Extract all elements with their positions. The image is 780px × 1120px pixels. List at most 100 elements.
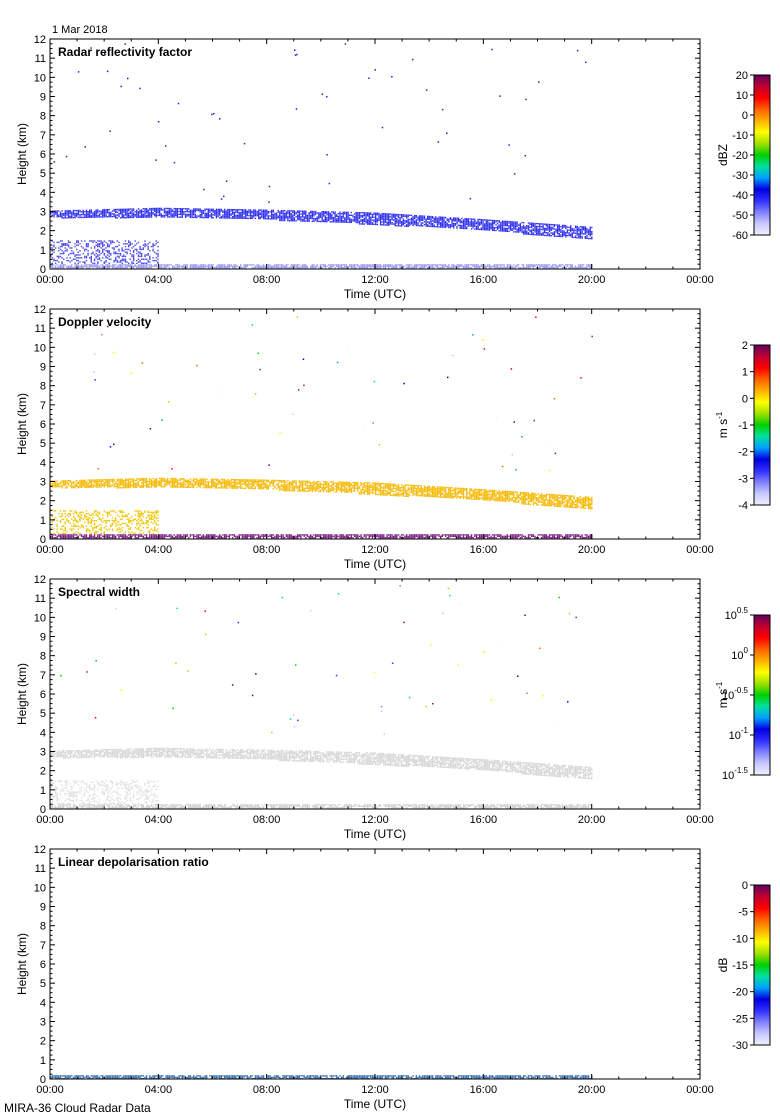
y-tick-label: 12 [34, 34, 46, 46]
colorbar-tick-label: 20 [736, 70, 748, 82]
y-tick-label: 12 [34, 844, 46, 856]
heatmap-data [50, 585, 593, 809]
y-tick-label: 2 [40, 496, 46, 508]
colorbar-tick-label: 0 [742, 110, 748, 122]
x-tick-label: 04:00 [145, 1084, 173, 1096]
y-tick-label: 0 [40, 534, 46, 546]
colorbar-tick-label: -15 [732, 960, 748, 972]
y-tick-label: 3 [40, 747, 46, 759]
x-tick-label: 04:00 [145, 274, 173, 286]
y-tick-label: 9 [40, 362, 46, 374]
x-tick-label: 20:00 [578, 814, 606, 826]
x-axis-label: Time (UTC) [344, 1097, 406, 1111]
colorbar-gradient [753, 884, 771, 1046]
y-tick-label: 5 [40, 708, 46, 720]
colorbar-tick-label: 0 [742, 880, 748, 892]
colorbar-gradient [753, 74, 771, 236]
x-tick-label: 20:00 [578, 544, 606, 556]
colorbar-tick-label: -10 [732, 933, 748, 945]
x-axis-label: Time (UTC) [344, 287, 406, 301]
plot-frame [49, 578, 701, 810]
y-tick-label: 11 [35, 53, 46, 65]
y-tick-label: 5 [40, 438, 46, 450]
colorbar-tick-label: 0 [742, 393, 748, 405]
y-tick-label: 6 [40, 149, 46, 161]
y-tick-label: 5 [40, 168, 46, 180]
colorbar-gradient [753, 344, 771, 506]
colorbar-label: m s-1 [715, 681, 730, 708]
y-tick-label: 4 [40, 997, 46, 1009]
y-tick-label: 0 [40, 1074, 46, 1086]
x-tick-label: 12:00 [361, 814, 389, 826]
panel-4: Linear depolarisation ratio0123456789101… [15, 844, 771, 1111]
date-label: 1 Mar 2018 [52, 24, 108, 36]
layer-main-cloud-layer [50, 207, 593, 240]
y-tick-label: 12 [34, 304, 46, 316]
colorbar-tick-label: 10 [736, 90, 748, 102]
x-tick-label: 00:00 [36, 1084, 64, 1096]
colorbar-tick-label: -3 [738, 473, 748, 485]
y-tick-label: 10 [34, 612, 46, 624]
colorbar-tick-label: -50 [732, 210, 748, 222]
y-tick-label: 2 [40, 766, 46, 778]
colorbar: 0 -5 -10 -15 -20 -25 -30 dB [716, 880, 771, 1052]
plot-frame [49, 308, 701, 540]
colorbar-tick-label: 10-1.5 [722, 766, 749, 782]
speckle [60, 585, 577, 735]
y-tick-label: 9 [40, 902, 46, 914]
x-tick-label: 08:00 [253, 814, 281, 826]
colorbar-tick-label: -5 [738, 907, 748, 919]
colorbar-tick-label: -20 [732, 150, 748, 162]
y-tick-label: 3 [40, 207, 46, 219]
colorbar-tick-label: -1 [738, 420, 748, 432]
y-tick-label: 4 [40, 187, 46, 199]
x-tick-label: 00:00 [36, 274, 64, 286]
y-tick-label: 6 [40, 959, 46, 971]
y-tick-label: 5 [40, 978, 46, 990]
colorbar-label: dB [716, 958, 730, 973]
x-tick-label: 00:00 [686, 544, 714, 556]
layer-surface-clutter [50, 264, 593, 269]
y-tick-label: 11 [35, 323, 46, 335]
colorbar-label: dBZ [716, 144, 730, 166]
x-tick-label: 00:00 [686, 814, 714, 826]
x-tick-label: 16:00 [470, 544, 498, 556]
y-tick-label: 7 [40, 400, 46, 412]
layer-surface-clutter [50, 534, 593, 539]
y-tick-label: 1 [40, 785, 46, 797]
y-axis-label: Height (km) [15, 663, 29, 725]
layer-main-cloud-layer [50, 747, 593, 780]
panel-1: Radar reflectivity factor012345678910111… [15, 34, 771, 301]
x-tick-label: 08:00 [253, 544, 281, 556]
colorbar-tick-label: 10-1 [729, 726, 749, 742]
layer-low-layer [50, 510, 159, 534]
y-tick-label: 8 [40, 381, 46, 393]
y-tick-label: 7 [40, 670, 46, 682]
x-tick-label: 20:00 [578, 274, 606, 286]
plot-frame [49, 38, 701, 270]
x-tick-label: 08:00 [253, 274, 281, 286]
colorbar: 20 10 0 -10 -20 -30 -40 -50 -60 dBZ [716, 70, 771, 242]
y-tick-label: 2 [40, 1036, 46, 1048]
x-axis-label: Time (UTC) [344, 827, 406, 841]
y-tick-label: 2 [40, 226, 46, 238]
y-tick-label: 3 [40, 1017, 46, 1029]
colorbar-tick-label: 2 [742, 340, 748, 352]
speckle [93, 316, 593, 472]
panel-title: Radar reflectivity factor [58, 45, 192, 59]
colorbar-tick-label: -40 [732, 190, 748, 202]
x-tick-label: 16:00 [470, 274, 498, 286]
y-tick-label: 9 [40, 92, 46, 104]
y-tick-label: 0 [40, 804, 46, 816]
y-tick-label: 3 [40, 477, 46, 489]
colorbar-tick-label: 100 [731, 646, 748, 662]
x-tick-label: 00:00 [686, 274, 714, 286]
y-tick-label: 11 [35, 863, 46, 875]
x-tick-label: 08:00 [253, 1084, 281, 1096]
heatmap-data [50, 316, 593, 539]
footer-caption: MIRA-36 Cloud Radar Data [4, 1101, 151, 1115]
y-tick-label: 8 [40, 651, 46, 663]
colorbar: 2 1 0 -1 -2 -3 -4 m s-1 [715, 340, 771, 512]
x-tick-label: 00:00 [686, 1084, 714, 1096]
colorbar-tick-label: 100.5 [725, 606, 749, 622]
